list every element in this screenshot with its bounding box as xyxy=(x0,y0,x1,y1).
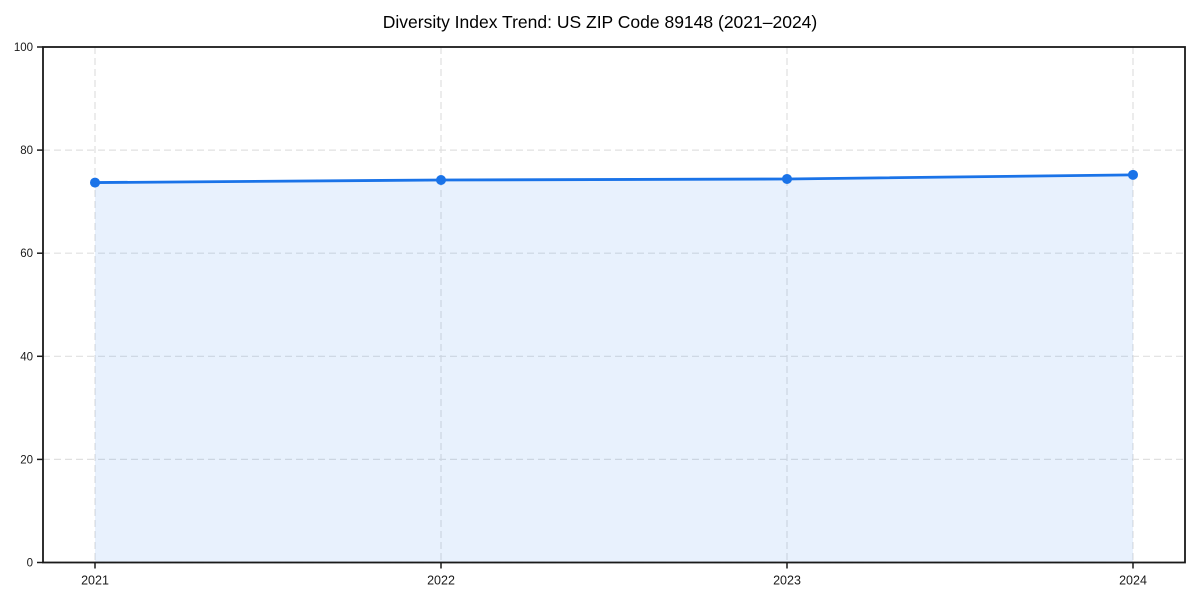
y-tick-label-40: 40 xyxy=(20,351,33,363)
series-line xyxy=(93,173,1135,184)
chart-title: Diversity Index Trend: US ZIP Code 89148… xyxy=(382,12,818,32)
series-area-fill xyxy=(95,174,1133,563)
x-tick-label-2022: 2022 xyxy=(427,574,455,588)
y-tick-label-60: 60 xyxy=(20,248,33,260)
x-tick-label-2023: 2023 xyxy=(773,574,801,588)
x-tick-label-2024: 2024 xyxy=(1119,574,1147,588)
y-tick-label-100: 100 xyxy=(14,42,33,54)
data-point-2022 xyxy=(436,174,446,185)
data-point-2023 xyxy=(782,173,792,184)
y-tick-label-80: 80 xyxy=(20,145,33,157)
y-tick-label-0: 0 xyxy=(27,558,33,570)
data-point-2021 xyxy=(90,177,100,188)
plot-border xyxy=(42,46,1186,564)
data-point-2024 xyxy=(1128,169,1138,180)
x-tick-label-2021: 2021 xyxy=(81,574,109,588)
y-tick-label-20: 20 xyxy=(20,454,33,466)
